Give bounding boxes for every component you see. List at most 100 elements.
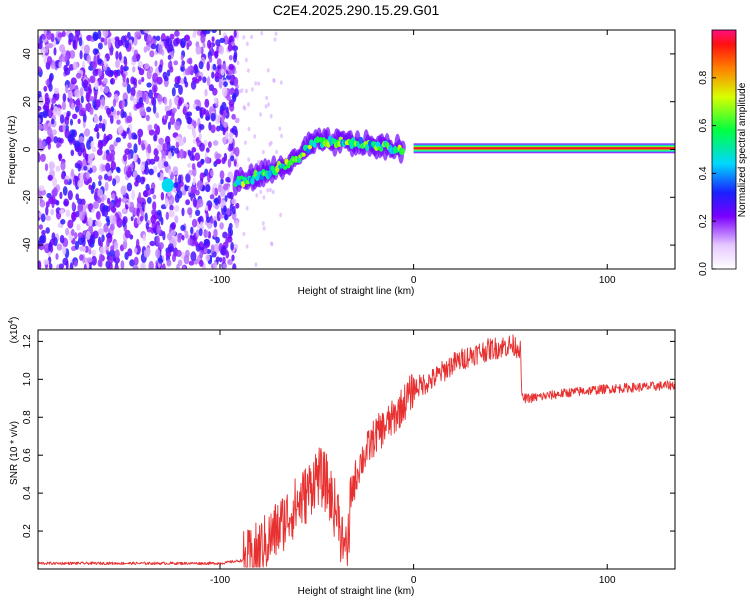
heatmap-cell — [86, 164, 91, 171]
heatmap-cell — [129, 259, 136, 267]
heatmap-cell — [127, 248, 133, 257]
snr-xtick-label: -100 — [210, 575, 230, 586]
heatmap-cell — [171, 107, 177, 114]
heatmap-cell — [68, 32, 74, 43]
heatmap-cell — [219, 170, 225, 180]
heatmap-cell — [150, 38, 157, 45]
heatmap-cell — [62, 186, 68, 196]
heatmap-cell — [59, 191, 63, 200]
heatmap-cell — [103, 133, 107, 144]
heatmap-cell — [205, 184, 211, 193]
heatmap-cell — [102, 155, 107, 161]
heatmap-cell — [173, 60, 178, 66]
heatmap-cell — [134, 180, 139, 187]
heatmap-cell — [108, 255, 114, 264]
heatmap-cell — [150, 43, 157, 50]
snr-ytick-label: 0.6 — [22, 448, 33, 462]
heatmap-cell — [142, 233, 147, 242]
heatmap-cell — [48, 161, 55, 171]
heatmap-cell — [90, 234, 94, 244]
heatmap-cell — [83, 79, 89, 88]
heatmap-cell — [137, 90, 143, 97]
heatmap-cell — [38, 105, 42, 111]
heatmap-cell — [234, 69, 238, 75]
heatmap-cell — [64, 67, 71, 76]
heatmap-cell — [94, 80, 99, 90]
heatmap-cell — [220, 178, 224, 185]
heatmap-cell — [120, 64, 124, 75]
heatmap-cell — [358, 136, 364, 145]
heatmap-cell — [180, 37, 186, 48]
heatmap-cell — [92, 98, 97, 109]
heatmap-cell — [78, 136, 85, 143]
heatmap-cell — [154, 60, 158, 67]
heatmap-cell — [204, 98, 210, 108]
heatmap-cell — [307, 144, 312, 150]
heatmap-cell — [151, 96, 155, 105]
heatmap-xtick-label: -100 — [210, 275, 230, 286]
heatmap-cell — [166, 141, 171, 151]
heatmap-cell — [199, 107, 203, 117]
heatmap-cell — [257, 159, 260, 165]
heatmap-cell — [132, 152, 137, 162]
heatmap-cell — [82, 158, 87, 167]
heatmap-cell — [114, 38, 121, 49]
heatmap-cell — [86, 257, 93, 263]
heatmap-cell — [221, 101, 227, 111]
heatmap-cell — [195, 105, 201, 111]
heatmap-cell — [107, 197, 111, 205]
heatmap-cell — [245, 88, 248, 94]
heatmap-cell — [116, 110, 121, 116]
snr-ytick-label: 0.8 — [22, 410, 33, 424]
heatmap-cell — [45, 206, 49, 216]
heatmap-cell — [62, 257, 69, 266]
heatmap-cell — [216, 125, 221, 132]
heatmap-cell — [82, 113, 87, 123]
heatmap-cell — [101, 164, 107, 172]
heatmap-cell — [72, 113, 78, 120]
heatmap-cell — [39, 195, 43, 204]
heatmap-cell — [233, 30, 237, 38]
heatmap-cell — [213, 243, 220, 254]
heatmap-cell — [167, 121, 171, 130]
heatmap-cell — [242, 35, 246, 40]
heatmap-cell — [183, 76, 187, 85]
heatmap-cell — [168, 98, 172, 109]
heatmap-cell — [279, 80, 283, 85]
heatmap-cell — [234, 220, 239, 229]
heatmap-cell — [128, 130, 132, 141]
heatmap-cell — [215, 153, 222, 159]
heatmap-cell — [167, 151, 172, 160]
heatmap-cell — [264, 104, 268, 109]
heatmap-cell — [200, 33, 206, 44]
heatmap-cell — [214, 203, 220, 210]
heatmap-cell — [43, 101, 50, 110]
heatmap-cell — [47, 127, 53, 137]
heatmap-cell — [228, 99, 235, 107]
heatmap-cell — [132, 77, 137, 85]
heatmap-cell — [221, 245, 227, 256]
heatmap-cell — [38, 260, 42, 269]
heatmap-cell — [136, 207, 140, 217]
heatmap-cell — [135, 53, 141, 60]
heatmap-cell — [279, 212, 282, 218]
heatmap-cell — [88, 184, 92, 190]
heatmap-cell — [112, 178, 117, 187]
heatmap-cell — [152, 104, 157, 114]
heatmap-cell — [179, 148, 185, 159]
heatmap-cell — [64, 55, 68, 63]
heatmap-cell — [45, 227, 50, 234]
heatmap-cell — [208, 84, 214, 92]
heatmap-cell — [169, 33, 175, 40]
heatmap-cell — [172, 253, 176, 263]
heatmap-cell — [107, 174, 113, 182]
heatmap-cell — [231, 254, 235, 262]
heatmap-cell — [139, 215, 144, 222]
heatmap-cell — [66, 110, 71, 117]
heatmap-cell — [250, 34, 254, 40]
heatmap-cell — [113, 256, 120, 264]
heatmap-cell — [254, 81, 258, 86]
heatmap-cell — [127, 166, 132, 176]
heatmap-cell — [205, 254, 211, 262]
heatmap-cell — [240, 88, 244, 93]
